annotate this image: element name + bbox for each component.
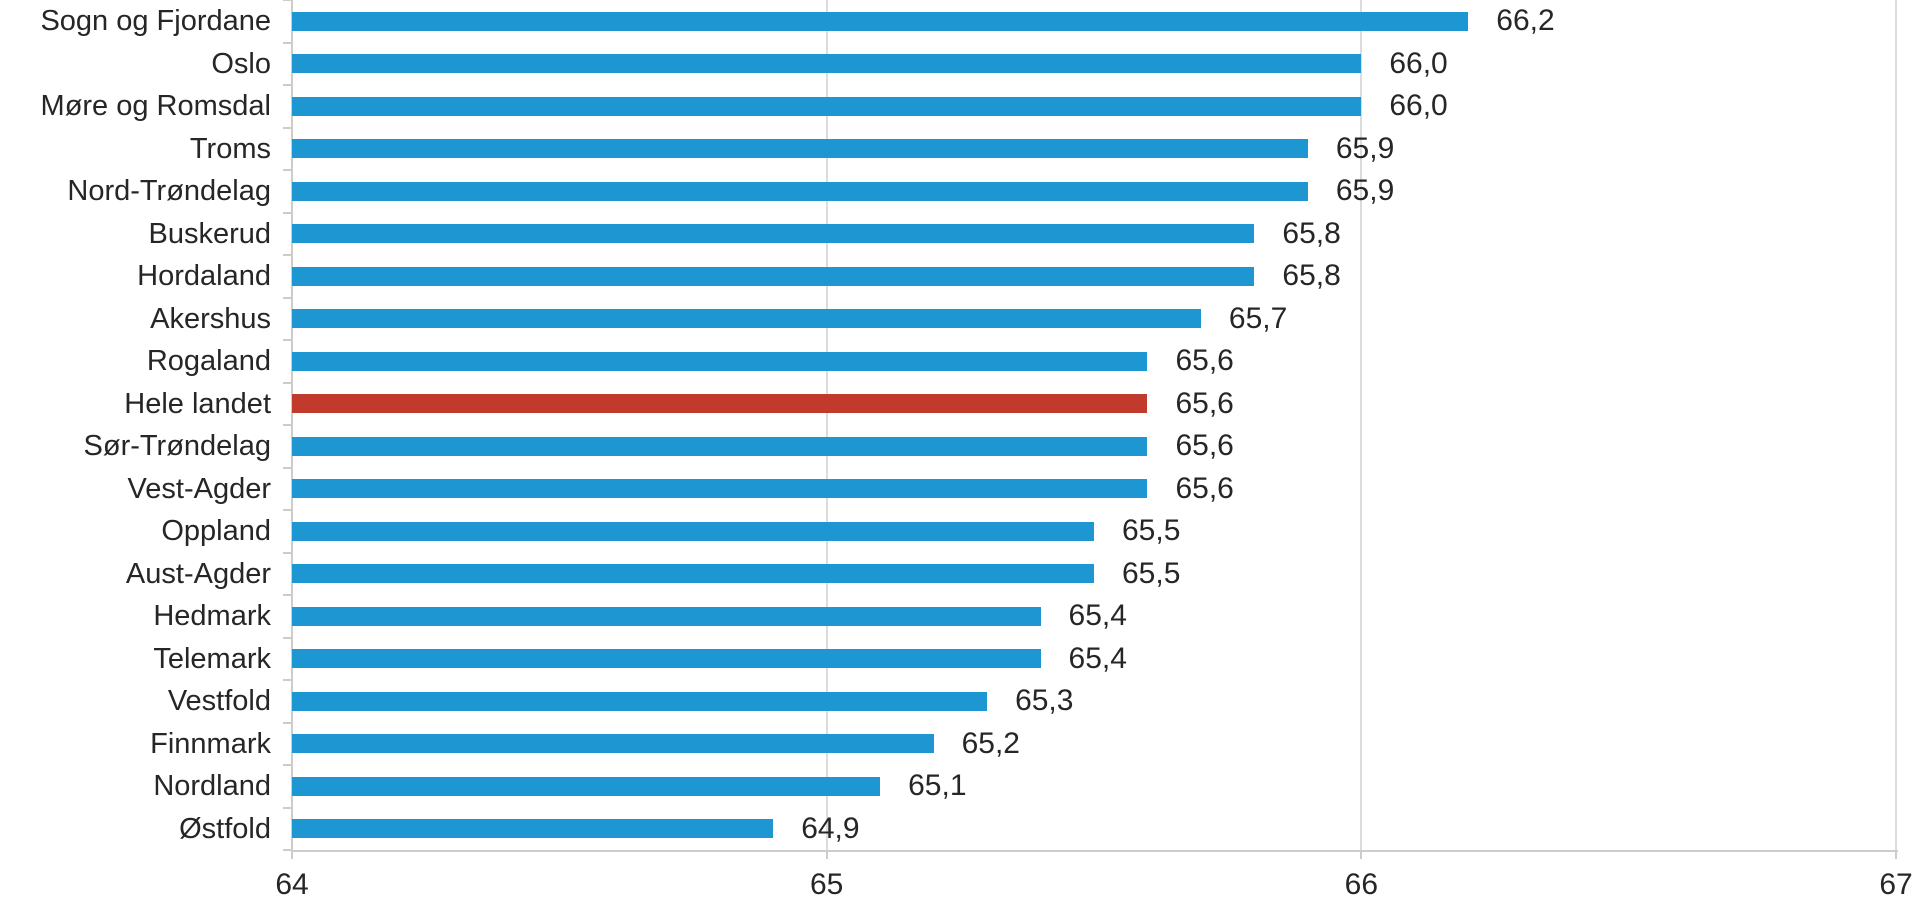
x-tick-label: 65 bbox=[809, 868, 844, 901]
category-label: Vest-Agder bbox=[127, 472, 271, 505]
bar bbox=[292, 479, 1148, 499]
y-axis-tick bbox=[283, 211, 292, 214]
y-axis-tick bbox=[283, 806, 292, 809]
bar bbox=[292, 139, 1308, 159]
x-tick-label: 67 bbox=[1879, 868, 1913, 901]
value-label: 65,4 bbox=[1068, 599, 1127, 632]
x-axis-tick bbox=[825, 850, 828, 859]
bar bbox=[292, 266, 1255, 286]
bar bbox=[292, 96, 1362, 116]
y-axis-tick bbox=[283, 41, 292, 44]
bar bbox=[292, 309, 1201, 329]
vertical-gridline bbox=[825, 0, 828, 850]
category-label: Nordland bbox=[153, 770, 271, 802]
value-label: 65,9 bbox=[1335, 174, 1395, 207]
x-axis-tick bbox=[1895, 850, 1897, 859]
bar bbox=[292, 436, 1148, 456]
category-label: Hordaland bbox=[137, 260, 271, 292]
x-axis-tick bbox=[291, 850, 293, 859]
value-label: 65,8 bbox=[1282, 259, 1341, 292]
category-label: Oppland bbox=[161, 515, 271, 547]
y-axis-tick bbox=[283, 169, 292, 171]
value-label: 66,0 bbox=[1389, 46, 1448, 80]
vertical-gridline bbox=[1895, 0, 1897, 850]
category-label: Finnmark bbox=[150, 727, 271, 760]
value-label: 65,4 bbox=[1068, 641, 1127, 675]
value-label: 65,1 bbox=[908, 769, 967, 802]
y-axis-tick bbox=[283, 594, 292, 596]
value-label: 65,6 bbox=[1175, 471, 1234, 505]
x-axis-line bbox=[292, 850, 1898, 852]
bar-highlighted bbox=[292, 394, 1148, 414]
y-axis-tick bbox=[283, 466, 292, 469]
y-axis-tick bbox=[283, 381, 292, 384]
y-axis-tick bbox=[283, 764, 292, 766]
bar bbox=[292, 521, 1094, 541]
value-label: 65,8 bbox=[1282, 216, 1341, 250]
x-axis-tick bbox=[1360, 850, 1363, 859]
category-label: Sogn og Fjordane bbox=[40, 5, 271, 37]
category-label: Telemark bbox=[153, 642, 271, 675]
value-label: 65,2 bbox=[961, 726, 1020, 760]
bar bbox=[292, 351, 1148, 371]
y-axis-tick bbox=[283, 296, 292, 299]
y-axis-tick bbox=[283, 254, 292, 256]
y-axis-tick bbox=[283, 509, 292, 511]
value-label: 65,9 bbox=[1335, 131, 1395, 165]
y-axis-tick bbox=[283, 721, 292, 724]
value-label: 65,6 bbox=[1175, 429, 1234, 462]
category-label: Hele landet bbox=[124, 387, 271, 420]
bar bbox=[292, 181, 1308, 201]
category-label: Møre og Romsdal bbox=[40, 90, 271, 122]
category-label: Oslo bbox=[211, 47, 271, 80]
bar bbox=[292, 54, 1362, 74]
value-label: 65,6 bbox=[1175, 344, 1234, 377]
category-label: Aust-Agder bbox=[125, 557, 271, 590]
y-axis-tick bbox=[283, 84, 292, 86]
bar bbox=[292, 691, 988, 711]
category-label: Nord-Trøndelag bbox=[67, 175, 271, 207]
y-axis-tick bbox=[283, 424, 292, 426]
category-label: Vestfold bbox=[167, 685, 271, 717]
value-label: 66,0 bbox=[1389, 89, 1448, 122]
y-axis-tick bbox=[283, 849, 292, 851]
value-label: 65,6 bbox=[1175, 386, 1234, 420]
bar bbox=[292, 776, 881, 796]
category-label: Buskerud bbox=[148, 217, 271, 250]
y-axis-line bbox=[291, 0, 293, 850]
y-axis-tick bbox=[283, 636, 292, 639]
category-label: Troms bbox=[189, 132, 271, 165]
y-axis-tick bbox=[283, 551, 292, 554]
bar bbox=[292, 649, 1041, 669]
category-label: Akershus bbox=[150, 302, 271, 335]
bar bbox=[292, 819, 774, 839]
category-label: Østfold bbox=[179, 812, 271, 845]
bar bbox=[292, 11, 1469, 31]
y-axis-tick bbox=[283, 679, 292, 681]
y-axis-tick bbox=[283, 339, 292, 341]
x-tick-label: 66 bbox=[1344, 868, 1379, 901]
category-label: Hedmark bbox=[153, 600, 271, 632]
value-label: 65,7 bbox=[1228, 301, 1288, 335]
bar bbox=[292, 606, 1041, 626]
value-label: 65,3 bbox=[1015, 684, 1074, 717]
vertical-gridline bbox=[1360, 0, 1363, 850]
bar bbox=[292, 734, 934, 754]
y-axis-tick bbox=[283, 0, 292, 1]
value-label: 65,5 bbox=[1122, 556, 1181, 590]
category-label: Sør-Trøndelag bbox=[83, 430, 271, 462]
bar bbox=[292, 224, 1255, 244]
y-axis-tick bbox=[283, 126, 292, 129]
value-label: 66,2 bbox=[1496, 4, 1555, 37]
value-label: 65,5 bbox=[1122, 514, 1181, 547]
value-label: 64,9 bbox=[801, 811, 860, 845]
bar bbox=[292, 564, 1094, 584]
category-label: Rogaland bbox=[146, 345, 271, 377]
x-tick-label: 64 bbox=[275, 868, 309, 901]
